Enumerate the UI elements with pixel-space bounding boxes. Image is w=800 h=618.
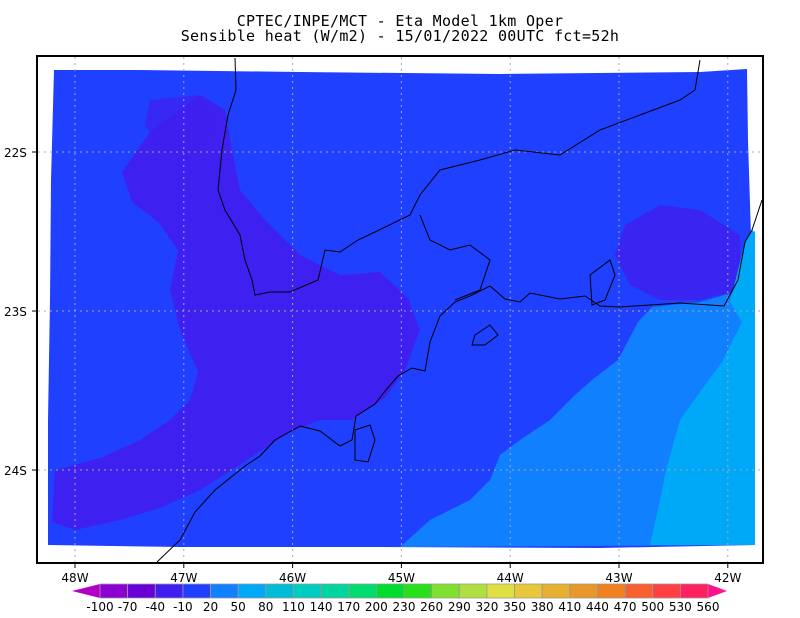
field-layer bbox=[48, 69, 755, 548]
title-line-2: Sensible heat (W/m2) - 15/01/2022 00UTC … bbox=[180, 27, 620, 45]
colorbar-label: 140 bbox=[310, 600, 333, 614]
colorbar-box bbox=[293, 583, 322, 599]
colorbar-label: 530 bbox=[669, 600, 692, 614]
state-border bbox=[217, 57, 701, 296]
colorbar-box bbox=[597, 583, 626, 599]
colorbar-box bbox=[210, 583, 239, 599]
colorbar-label: 560 bbox=[697, 600, 720, 614]
colorbar-label: 80 bbox=[258, 600, 273, 614]
colorbar-low-triangle bbox=[72, 584, 100, 598]
colorbar-box bbox=[348, 583, 377, 599]
lon-label: 44W bbox=[497, 571, 524, 585]
colorbar-label: 350 bbox=[503, 600, 526, 614]
colorbar-box bbox=[127, 583, 156, 599]
colorbar-label: 230 bbox=[393, 600, 416, 614]
colorbar-box bbox=[541, 583, 571, 599]
coastline-line bbox=[156, 199, 763, 563]
colorbar-box bbox=[320, 583, 350, 599]
colorbar-label: 440 bbox=[586, 600, 609, 614]
colorbar-label: -70 bbox=[118, 600, 138, 614]
colorbar-box bbox=[486, 583, 515, 599]
coastline bbox=[156, 57, 763, 563]
lon-label: 48W bbox=[61, 571, 88, 585]
colorbar-box bbox=[403, 583, 433, 599]
colorbar-box bbox=[154, 583, 184, 599]
colorbar-label: 260 bbox=[420, 600, 443, 614]
field-north-patch bbox=[145, 95, 215, 160]
colorbar-label: -100 bbox=[86, 600, 113, 614]
lon-label: 46W bbox=[279, 571, 306, 585]
colorbar-label: -10 bbox=[173, 600, 193, 614]
colorbar-box bbox=[237, 583, 267, 599]
lat-label: 24S bbox=[4, 464, 27, 478]
field-land-low-heat bbox=[52, 95, 420, 530]
colorbar-label: 500 bbox=[641, 600, 664, 614]
lon-label: 45W bbox=[388, 571, 415, 585]
colorbar-label: 380 bbox=[531, 600, 554, 614]
axis-labels: 48W 47W 46W 45W 44W 43W 42W 22S 23S 24S bbox=[4, 146, 741, 585]
colorbar-box bbox=[624, 583, 654, 599]
lon-label: 47W bbox=[170, 571, 197, 585]
lagoon bbox=[589, 259, 616, 306]
colorbar-box bbox=[99, 583, 129, 599]
colorbar-label: 290 bbox=[448, 600, 471, 614]
field-east-low-heat bbox=[615, 205, 740, 300]
gridlines bbox=[38, 57, 762, 562]
colorbar-box bbox=[375, 583, 405, 599]
colorbar-box bbox=[569, 583, 598, 599]
colorbar-label: 200 bbox=[365, 600, 388, 614]
colorbar-box bbox=[182, 583, 211, 599]
colorbar: -100 -70 -40 -10 20 50 80 110 140 170 200 230 260 290… bbox=[72, 583, 727, 614]
island bbox=[354, 424, 376, 463]
colorbar-box bbox=[265, 583, 294, 599]
colorbar-label: 110 bbox=[282, 600, 305, 614]
lon-label: 42W bbox=[714, 571, 741, 585]
colorbar-label: 50 bbox=[231, 600, 246, 614]
colorbar-high-triangle bbox=[708, 584, 727, 598]
state-border-2 bbox=[419, 214, 491, 301]
colorbar-label: 320 bbox=[475, 600, 498, 614]
colorbar-label: -40 bbox=[145, 600, 165, 614]
map-frame bbox=[36, 55, 764, 564]
colorbar-box bbox=[458, 583, 488, 599]
lon-label: 43W bbox=[605, 571, 632, 585]
lat-label: 23S bbox=[4, 305, 27, 319]
field-ocean-far bbox=[650, 230, 755, 545]
colorbar-label: 170 bbox=[337, 600, 360, 614]
lat-label: 22S bbox=[4, 146, 27, 160]
island-2 bbox=[471, 324, 499, 346]
colorbar-label: 470 bbox=[614, 600, 637, 614]
colorbar-box bbox=[514, 583, 543, 599]
colorbar-label: 20 bbox=[203, 600, 218, 614]
colorbar-label: 410 bbox=[558, 600, 581, 614]
colorbar-box bbox=[652, 583, 681, 599]
colorbar-box bbox=[679, 583, 709, 599]
title-line-1: CPTEC/INPE/MCT - Eta Model 1km Oper bbox=[236, 12, 564, 30]
colorbar-box bbox=[431, 583, 460, 599]
